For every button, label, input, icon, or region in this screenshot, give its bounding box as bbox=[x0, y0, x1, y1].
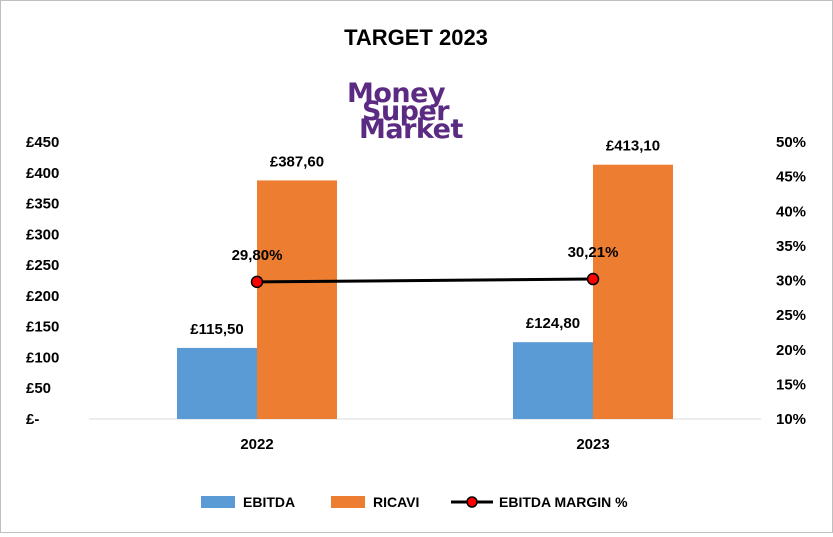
right-tick-label: 50% bbox=[776, 134, 806, 151]
logo: Money Super Market bbox=[347, 78, 464, 145]
left-tick-label: £350 bbox=[26, 196, 59, 213]
legend-marker bbox=[466, 496, 478, 508]
left-tick-label: £200 bbox=[26, 288, 59, 305]
left-tick-label: £250 bbox=[26, 257, 59, 274]
bar-ebitda bbox=[513, 342, 593, 419]
right-tick-label: 30% bbox=[776, 273, 806, 290]
bar-ricavi bbox=[257, 180, 337, 419]
left-tick-label: £400 bbox=[26, 165, 59, 182]
category-label: 2023 bbox=[576, 436, 609, 453]
margin-point bbox=[250, 275, 264, 289]
left-tick-label: £- bbox=[26, 411, 39, 428]
left-axis-ticks: £- £50 £100 £150 £200 £250 £300 £350 £400 £450 bbox=[26, 134, 59, 428]
chart-title: TARGET 2023 bbox=[344, 25, 488, 50]
logo-line-2: Super bbox=[362, 96, 450, 127]
left-tick-label: £450 bbox=[26, 134, 59, 151]
right-tick-label: 10% bbox=[776, 411, 806, 428]
margin-line bbox=[250, 272, 600, 289]
bar-value-label: £124,80 bbox=[526, 315, 580, 332]
bar-value-label: £115,50 bbox=[190, 321, 243, 338]
category-label: 2022 bbox=[240, 436, 273, 453]
margin-line-path bbox=[256, 277, 594, 284]
category-labels: 2022 2023 bbox=[240, 436, 609, 453]
legend-swatch-ebitda bbox=[201, 496, 235, 508]
bars bbox=[177, 164, 673, 419]
legend-label: RICAVI bbox=[373, 494, 419, 510]
bar-ebitda bbox=[177, 347, 257, 419]
left-tick-label: £300 bbox=[26, 226, 59, 243]
right-tick-label: 35% bbox=[776, 238, 806, 255]
legend-swatch-ricavi bbox=[331, 496, 365, 508]
right-tick-label: 15% bbox=[776, 376, 806, 393]
right-tick-label: 45% bbox=[776, 169, 806, 186]
margin-point bbox=[586, 272, 600, 286]
right-tick-label: 20% bbox=[776, 342, 806, 359]
left-tick-label: £150 bbox=[26, 319, 59, 336]
bar-value-label: £413,10 bbox=[606, 138, 660, 155]
bar-value-label: £387,60 bbox=[270, 153, 324, 170]
data-labels: £115,50 £387,60 £124,80 £413,10 29,80% 30,21% bbox=[190, 138, 660, 338]
legend: EBITDA RICAVI EBITDA MARGIN % bbox=[201, 494, 628, 510]
right-tick-label: 40% bbox=[776, 203, 806, 220]
logo-line-1: Money bbox=[347, 78, 446, 109]
legend-label: EBITDA MARGIN % bbox=[499, 494, 628, 510]
left-tick-label: £100 bbox=[26, 349, 59, 366]
margin-value-label: 29,80% bbox=[232, 247, 283, 264]
bar-ricavi bbox=[593, 164, 673, 419]
right-axis-ticks: 10% 15% 20% 25% 30% 35% 40% 45% 50% bbox=[776, 134, 806, 428]
right-tick-label: 25% bbox=[776, 307, 806, 324]
left-tick-label: £50 bbox=[26, 380, 51, 397]
logo-line-3: Market bbox=[359, 114, 463, 145]
legend-label: EBITDA bbox=[243, 494, 295, 510]
margin-value-label: 30,21% bbox=[568, 244, 619, 261]
